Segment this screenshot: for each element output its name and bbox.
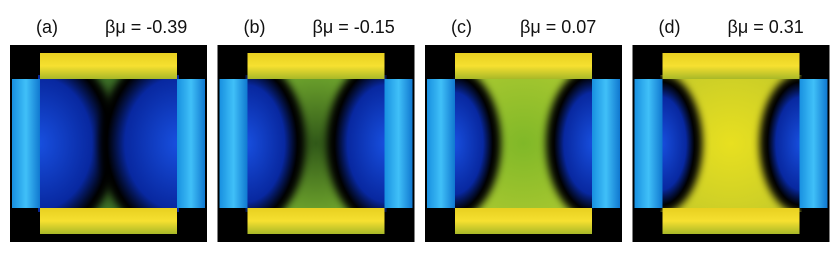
left-bar [427,79,455,208]
top-bar [247,53,385,79]
panel-title: βμ = -0.39 [105,17,187,37]
bottom-bar [662,208,800,234]
top-bar [40,53,177,79]
heatmap-image [217,45,415,242]
right-bar [799,79,828,208]
heatmap-image [632,45,830,242]
blue-lobe [554,75,594,212]
blue-lobe [660,81,695,206]
blue-lobe [107,75,179,212]
panel-title: βμ = 0.07 [520,17,596,37]
center-region [245,75,387,212]
right-bar [592,79,620,208]
panel-label: (b) [244,17,266,37]
panel-title: βμ = 0.31 [728,17,804,37]
bottom-bar [40,208,177,234]
left-bar [12,79,40,208]
panel-label: (a) [36,17,58,37]
left-bar [219,79,248,208]
left-bar [634,79,663,208]
bottom-bar [247,208,385,234]
bottom-bar [455,208,592,234]
blue-lobe [38,75,110,212]
top-bar [455,53,592,79]
center-region [660,75,802,212]
panel-label: (d) [659,17,681,37]
panel-label: (c) [451,17,472,37]
center-region [453,75,594,212]
center-region [38,75,179,212]
blue-lobe [453,75,493,212]
heatmap-image [425,45,622,242]
panel-title: βμ = -0.15 [313,17,395,37]
blue-lobe [334,75,387,212]
right-bar [177,79,205,208]
top-bar [662,53,800,79]
blue-lobe [767,81,802,206]
right-bar [384,79,413,208]
blue-lobe [245,75,298,212]
heatmap-image [10,45,207,242]
